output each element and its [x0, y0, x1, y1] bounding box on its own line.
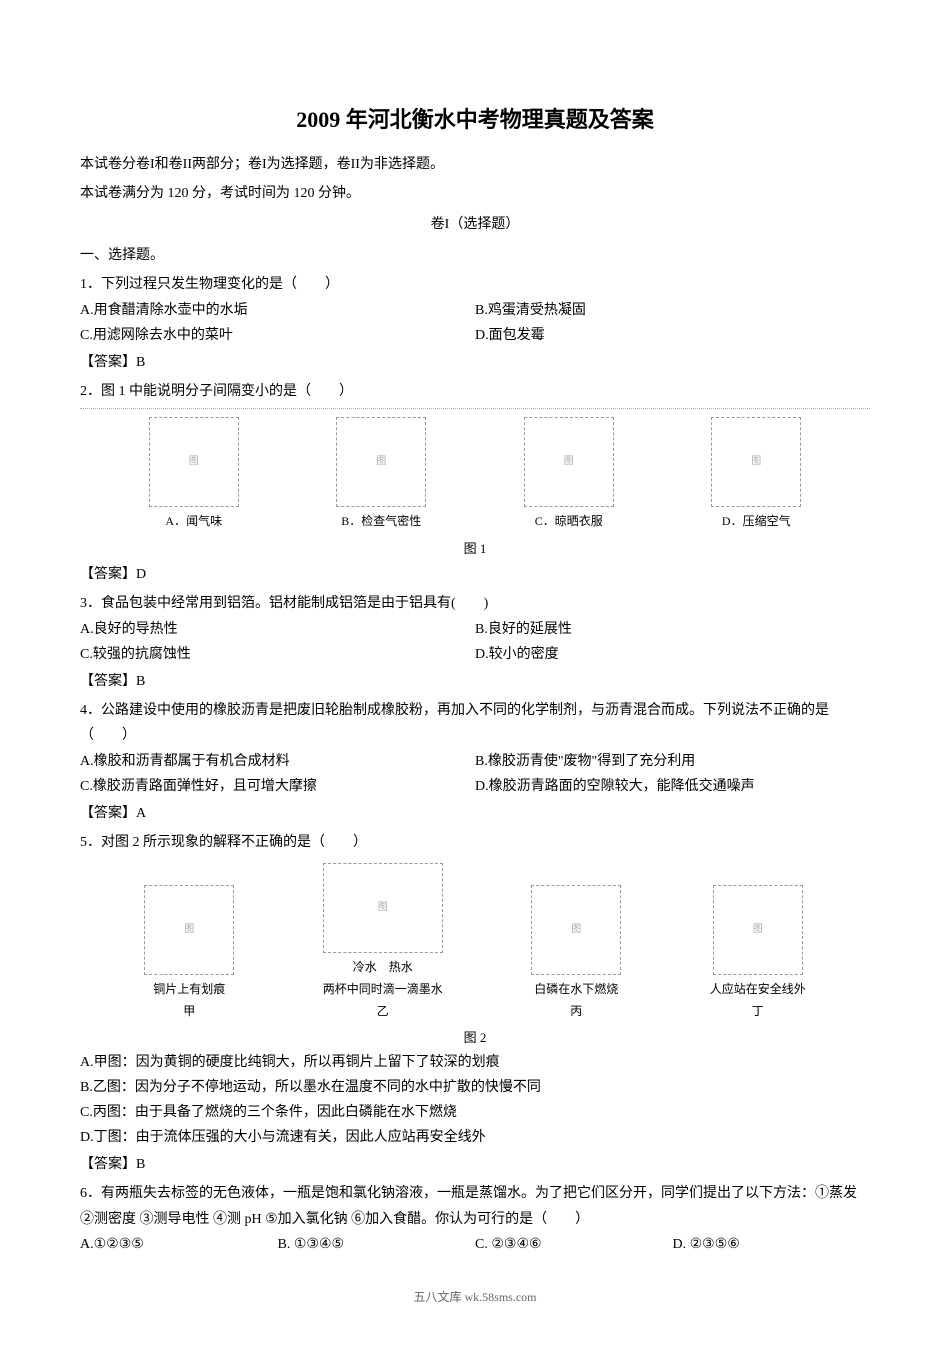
crop-line [80, 408, 870, 409]
q5-opt-a: A.甲图：因为黄铜的硬度比纯铜大，所以再铜片上留下了较深的划痕 [80, 1050, 870, 1075]
q2-fig-b-cap: B．检查气密性 [341, 511, 421, 533]
q1-options-row1: A.用食醋清除水壶中的水垢 B.鸡蛋清受热凝固 [80, 298, 870, 323]
q2-fig-a-img: 图 [149, 417, 239, 507]
q2-fig-c: 图 C．晾晒衣服 [524, 417, 614, 533]
q2-fig-b: 图 B．检查气密性 [336, 417, 426, 533]
q2-answer: 【答案】D [80, 562, 870, 587]
q5-opt-b: B.乙图：因为分子不停地运动，所以墨水在温度不同的水中扩散的快慢不同 [80, 1075, 870, 1100]
q2-figure-row: 图 A．闻气味 图 B．检查气密性 图 C．晾晒衣服 图 D．压缩空气 [80, 417, 870, 533]
q2-fig-d-img: 图 [711, 417, 801, 507]
q3-opt-b: B.良好的延展性 [475, 617, 870, 642]
q5-fig-center: 图 2 [80, 1026, 870, 1049]
q3-options-row2: C.较强的抗腐蚀性 D.较小的密度 [80, 642, 870, 667]
intro-line-2: 本试卷满分为 120 分，考试时间为 120 分钟。 [80, 181, 870, 206]
intro-line-1: 本试卷分卷I和卷II两部分；卷I为选择题，卷II为非选择题。 [80, 152, 870, 177]
q5-fig-4-img: 图 [713, 885, 803, 975]
q2-fig-a: 图 A．闻气味 [149, 417, 239, 533]
q2-fig-c-cap: C．晾晒衣服 [535, 511, 603, 533]
q4-opt-a: A.橡胶和沥青都属于有机合成材料 [80, 749, 475, 774]
q2-stem: 2．图 1 中能说明分子间隔变小的是（ ） [80, 379, 870, 404]
q5-fig-4: 图 人应站在安全线外 丁 [710, 885, 806, 1022]
q1-opt-b: B.鸡蛋清受热凝固 [475, 298, 870, 323]
q3-opt-d: D.较小的密度 [475, 642, 870, 667]
q5-fig-1: 图 铜片上有划痕 甲 [144, 885, 234, 1022]
q1-stem: 1．下列过程只发生物理变化的是（ ） [80, 272, 870, 297]
q2-fig-center: 图 1 [80, 537, 870, 560]
q5-fig-2-capb: 两杯中同时滴一滴墨水 [323, 979, 443, 1001]
q5-fig-1-capb: 甲 [183, 1001, 195, 1023]
q3-stem: 3．食品包装中经常用到铝箔。铝材能制成铝箔是由于铝具有( ) [80, 591, 870, 616]
q4-answer: 【答案】A [80, 801, 870, 826]
q5-fig-1-cap: 铜片上有划痕 [153, 979, 225, 1001]
q5-stem: 5．对图 2 所示现象的解释不正确的是（ ） [80, 830, 870, 855]
q4-opt-d: D.橡胶沥青路面的空隙较大，能降低交通噪声 [475, 774, 870, 799]
q1-opt-d: D.面包发霉 [475, 323, 870, 348]
section-heading: 一、选择题。 [80, 243, 870, 268]
q5-fig-2-capc: 乙 [377, 1001, 389, 1023]
page-title: 2009 年河北衡水中考物理真题及答案 [80, 100, 870, 140]
q2-fig-a-cap: A．闻气味 [165, 511, 222, 533]
q5-fig-3: 图 白磷在水下燃烧 丙 [531, 885, 621, 1022]
q1-opt-c: C.用滤网除去水中的菜叶 [80, 323, 475, 348]
q4-options-row2: C.橡胶沥青路面弹性好，且可增大摩擦 D.橡胶沥青路面的空隙较大，能降低交通噪声 [80, 774, 870, 799]
q5-fig-3-capb: 丙 [570, 1001, 582, 1023]
q2-fig-c-img: 图 [524, 417, 614, 507]
q1-answer: 【答案】B [80, 350, 870, 375]
q2-fig-b-img: 图 [336, 417, 426, 507]
page-footer: 五八文库 wk.58sms.com [80, 1287, 870, 1309]
q4-stem: 4．公路建设中使用的橡胶沥青是把废旧轮胎制成橡胶粉，再加入不同的化学制剂，与沥青… [80, 698, 870, 748]
q6-opt-a: A.①②③⑤ [80, 1232, 278, 1257]
q5-fig-2: 图 冷水 热水 两杯中同时滴一滴墨水 乙 [323, 863, 443, 1022]
q1-opt-a: A.用食醋清除水壶中的水垢 [80, 298, 475, 323]
q5-fig-4-cap: 人应站在安全线外 [710, 979, 806, 1001]
q5-fig-2-cap: 冷水 热水 [353, 957, 413, 979]
q3-opt-a: A.良好的导热性 [80, 617, 475, 642]
q6-opt-d: D. ②③⑤⑥ [673, 1232, 871, 1257]
section-label: 卷I（选择题） [80, 212, 870, 237]
q5-fig-1-img: 图 [144, 885, 234, 975]
q6-opt-b: B. ①③④⑤ [278, 1232, 476, 1257]
q5-opt-c: C.丙图：由于具备了燃烧的三个条件，因此白磷能在水下燃烧 [80, 1100, 870, 1125]
q5-fig-3-img: 图 [531, 885, 621, 975]
q5-fig-4-capb: 丁 [752, 1001, 764, 1023]
q5-answer: 【答案】B [80, 1152, 870, 1177]
q5-figure-row: 图 铜片上有划痕 甲 图 冷水 热水 两杯中同时滴一滴墨水 乙 图 白磷在水下燃… [80, 863, 870, 1022]
q5-fig-2-img: 图 [323, 863, 443, 953]
q6-opt-c: C. ②③④⑥ [475, 1232, 673, 1257]
q5-opt-d: D.丁图：由于流体压强的大小与流速有关，因此人应站再安全线外 [80, 1125, 870, 1150]
q6-options-row: A.①②③⑤ B. ①③④⑤ C. ②③④⑥ D. ②③⑤⑥ [80, 1232, 870, 1257]
q4-opt-b: B.橡胶沥青使"废物"得到了充分利用 [475, 749, 870, 774]
q4-options-row1: A.橡胶和沥青都属于有机合成材料 B.橡胶沥青使"废物"得到了充分利用 [80, 749, 870, 774]
q2-fig-d-cap: D．压缩空气 [722, 511, 791, 533]
q4-opt-c: C.橡胶沥青路面弹性好，且可增大摩擦 [80, 774, 475, 799]
q3-options-row1: A.良好的导热性 B.良好的延展性 [80, 617, 870, 642]
q1-options-row2: C.用滤网除去水中的菜叶 D.面包发霉 [80, 323, 870, 348]
q5-fig-3-cap: 白磷在水下燃烧 [534, 979, 618, 1001]
q3-opt-c: C.较强的抗腐蚀性 [80, 642, 475, 667]
q3-answer: 【答案】B [80, 669, 870, 694]
q2-fig-d: 图 D．压缩空气 [711, 417, 801, 533]
q6-stem: 6．有两瓶失去标签的无色液体，一瓶是饱和氯化钠溶液，一瓶是蒸馏水。为了把它们区分… [80, 1181, 870, 1231]
